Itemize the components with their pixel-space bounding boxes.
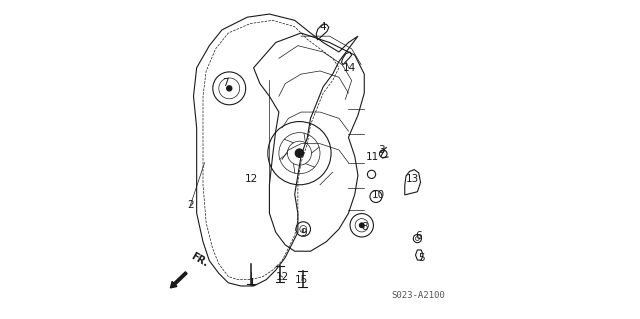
- Text: 2: 2: [187, 200, 194, 210]
- Text: S023-A2100: S023-A2100: [391, 291, 445, 300]
- Text: FR.: FR.: [189, 251, 210, 269]
- FancyArrow shape: [170, 272, 187, 288]
- Text: 13: 13: [406, 174, 419, 184]
- Circle shape: [360, 223, 364, 227]
- Text: 11: 11: [366, 152, 380, 162]
- Text: 4: 4: [319, 22, 326, 32]
- Text: 12: 12: [276, 272, 289, 282]
- Circle shape: [227, 86, 232, 91]
- Text: 9: 9: [300, 228, 307, 238]
- Text: 6: 6: [415, 231, 422, 241]
- Text: 1: 1: [249, 278, 255, 288]
- Text: 5: 5: [419, 253, 425, 263]
- Text: 15: 15: [295, 275, 308, 285]
- Text: 3: 3: [378, 145, 385, 155]
- Text: 7: 7: [222, 78, 228, 88]
- Text: 8: 8: [361, 222, 367, 233]
- Text: 10: 10: [372, 190, 385, 200]
- Text: 12: 12: [244, 174, 258, 184]
- Circle shape: [295, 149, 303, 157]
- Text: 14: 14: [342, 63, 356, 73]
